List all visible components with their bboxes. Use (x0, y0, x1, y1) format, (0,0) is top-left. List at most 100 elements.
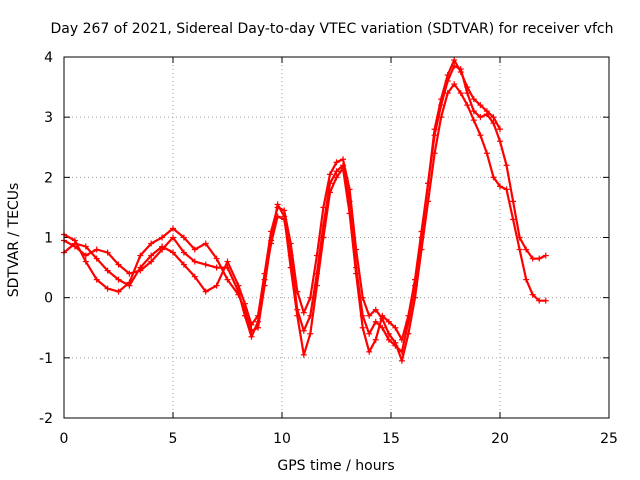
data-point (523, 246, 530, 253)
data-point (281, 213, 288, 220)
data-point (313, 282, 320, 289)
data-point (398, 336, 405, 343)
data-point (224, 276, 231, 283)
data-point (470, 96, 477, 103)
data-point (104, 285, 111, 292)
data-point (148, 252, 155, 259)
data-point (126, 270, 133, 277)
data-point (287, 264, 294, 271)
data-point (464, 102, 471, 109)
data-point (300, 327, 307, 334)
data-point (159, 234, 166, 241)
data-point (477, 114, 484, 121)
data-point (385, 330, 392, 337)
data-point (444, 90, 451, 97)
data-point (213, 255, 220, 262)
data-point (451, 81, 458, 88)
data-point (536, 297, 543, 304)
data-point (333, 174, 340, 181)
x-tick-labels: 0 5 10 15 20 25 (60, 431, 618, 447)
plot-frame (63, 56, 610, 419)
data-point (333, 159, 340, 166)
data-point (405, 312, 412, 319)
data-point (320, 204, 327, 211)
data-point (104, 267, 111, 274)
x-axis-label: GPS time / hours (277, 458, 394, 474)
data-point (71, 237, 78, 244)
y-tick-label: -2 (39, 411, 53, 427)
data-point (93, 276, 100, 283)
data-point (148, 240, 155, 247)
data-point (464, 84, 471, 91)
data-point (93, 246, 100, 253)
data-point (170, 225, 176, 232)
data-point (542, 252, 549, 259)
data-point (411, 294, 418, 301)
data-point (529, 255, 536, 262)
data-point (148, 258, 155, 265)
data-point (366, 312, 373, 319)
data-point (457, 69, 464, 76)
data-point (346, 186, 353, 193)
data-point (115, 288, 122, 295)
data-point (340, 156, 347, 163)
data-point (372, 318, 379, 325)
data-point (202, 240, 209, 247)
series-track-2 (61, 81, 549, 364)
x-tick-label: 20 (491, 431, 509, 447)
data-point (372, 306, 379, 313)
data-point (438, 114, 445, 121)
data-point (235, 282, 242, 289)
data-point (115, 261, 122, 268)
data-point (346, 210, 353, 217)
data-point (137, 252, 144, 259)
series-track-3 (61, 57, 503, 358)
data-point (115, 276, 122, 283)
data-point (180, 261, 187, 268)
x-tick-label: 10 (273, 431, 291, 447)
data-point (418, 228, 425, 235)
data-point (372, 336, 379, 343)
data-point (353, 270, 360, 277)
data-point (261, 282, 268, 289)
data-point (497, 183, 503, 190)
data-point (516, 246, 523, 253)
y-tick-label: 2 (44, 170, 53, 186)
data-point (503, 162, 510, 169)
y-tick-labels: -2 -1 0 1 2 3 4 (39, 50, 53, 427)
data-point (529, 291, 536, 298)
y-tick-label: 0 (44, 291, 53, 307)
data-point (490, 114, 497, 121)
data-point (510, 216, 517, 223)
data-point (313, 252, 320, 259)
series-group (61, 57, 549, 364)
data-point (326, 189, 333, 196)
data-point (300, 351, 307, 358)
data-point (405, 330, 412, 337)
data-point (224, 258, 231, 265)
chart-title: Day 267 of 2021, Sidereal Day-to-day VTE… (50, 21, 613, 37)
y-tick-label: 4 (44, 50, 53, 66)
data-point (457, 90, 464, 97)
data-point (170, 249, 176, 256)
series-line (63, 58, 501, 356)
data-point (490, 174, 497, 181)
data-point (359, 324, 366, 331)
data-point (470, 108, 477, 115)
data-point (268, 237, 275, 244)
data-point (126, 279, 133, 286)
data-point (385, 318, 392, 325)
x-tick-label: 5 (169, 431, 178, 447)
data-point (248, 327, 255, 334)
data-point (191, 273, 198, 280)
data-point (451, 57, 458, 64)
data-point (444, 72, 451, 79)
data-point (411, 276, 418, 283)
data-point (438, 96, 445, 103)
data-point (477, 102, 484, 109)
data-point (281, 207, 288, 214)
data-point (255, 324, 262, 331)
data-point (366, 348, 373, 355)
y-tick-label: -1 (39, 351, 53, 367)
x-tick-label: 15 (382, 431, 400, 447)
